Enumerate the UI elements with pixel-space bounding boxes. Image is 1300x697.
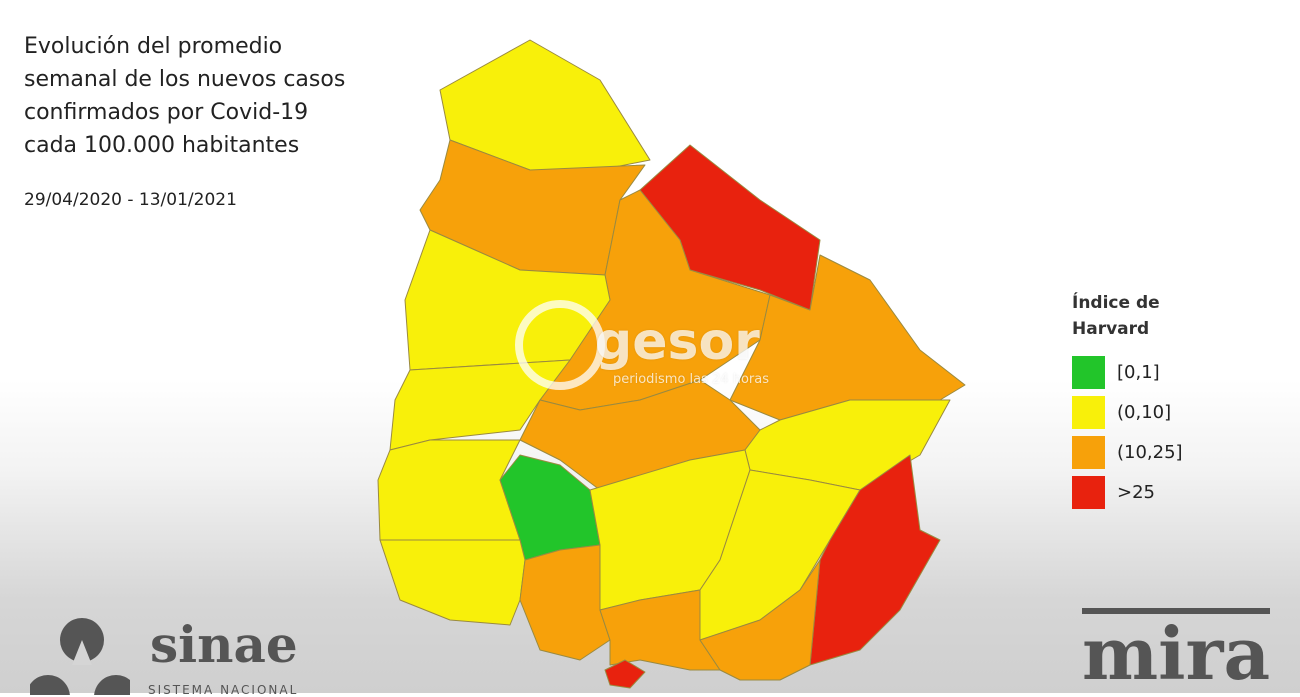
date-range: 29/04/2020 - 13/01/2021 bbox=[24, 190, 237, 210]
map-title: Evolución del promedio semanal de los nu… bbox=[24, 34, 346, 158]
department-region bbox=[377, 439, 521, 541]
legend-item: (0,10] bbox=[1072, 392, 1183, 432]
mira-logo: mira bbox=[1082, 608, 1271, 694]
watermark-at-icon bbox=[515, 300, 605, 390]
legend-swatch bbox=[1072, 355, 1105, 389]
department-region bbox=[604, 659, 646, 689]
watermark-tagline: periodismo las 24 horas bbox=[613, 372, 769, 387]
legend-swatch bbox=[1072, 435, 1105, 469]
sinae-name: sinae bbox=[150, 615, 298, 674]
legend-item: >25 bbox=[1072, 472, 1183, 512]
department-region bbox=[699, 559, 821, 681]
legend-title: Índice de Harvard bbox=[1072, 293, 1160, 339]
sinae-emblem-icon bbox=[30, 618, 130, 695]
department-region bbox=[809, 454, 941, 666]
sinae-subtitle: SISTEMA NACIONAL bbox=[148, 683, 299, 697]
department-region bbox=[519, 544, 611, 661]
legend-swatch bbox=[1072, 395, 1105, 429]
legend-label: >25 bbox=[1117, 481, 1155, 503]
department-region bbox=[379, 539, 526, 626]
legend-item: [0,1] bbox=[1072, 352, 1183, 392]
legend-item: (10,25] bbox=[1072, 432, 1183, 472]
legend-label: (0,10] bbox=[1117, 401, 1172, 423]
legend-label: (10,25] bbox=[1117, 441, 1183, 463]
legend: Índice de Harvard [0,1] (0,10] (10,25] >… bbox=[1072, 290, 1183, 512]
watermark-name: gesor bbox=[595, 312, 760, 372]
department-region bbox=[599, 589, 721, 671]
watermark: gesor periodismo las 24 horas bbox=[515, 300, 769, 390]
department-region bbox=[729, 254, 966, 421]
legend-swatch bbox=[1072, 475, 1105, 509]
sinae-logo: sinae SISTEMA NACIONAL bbox=[30, 615, 299, 697]
legend-label: [0,1] bbox=[1117, 361, 1160, 383]
